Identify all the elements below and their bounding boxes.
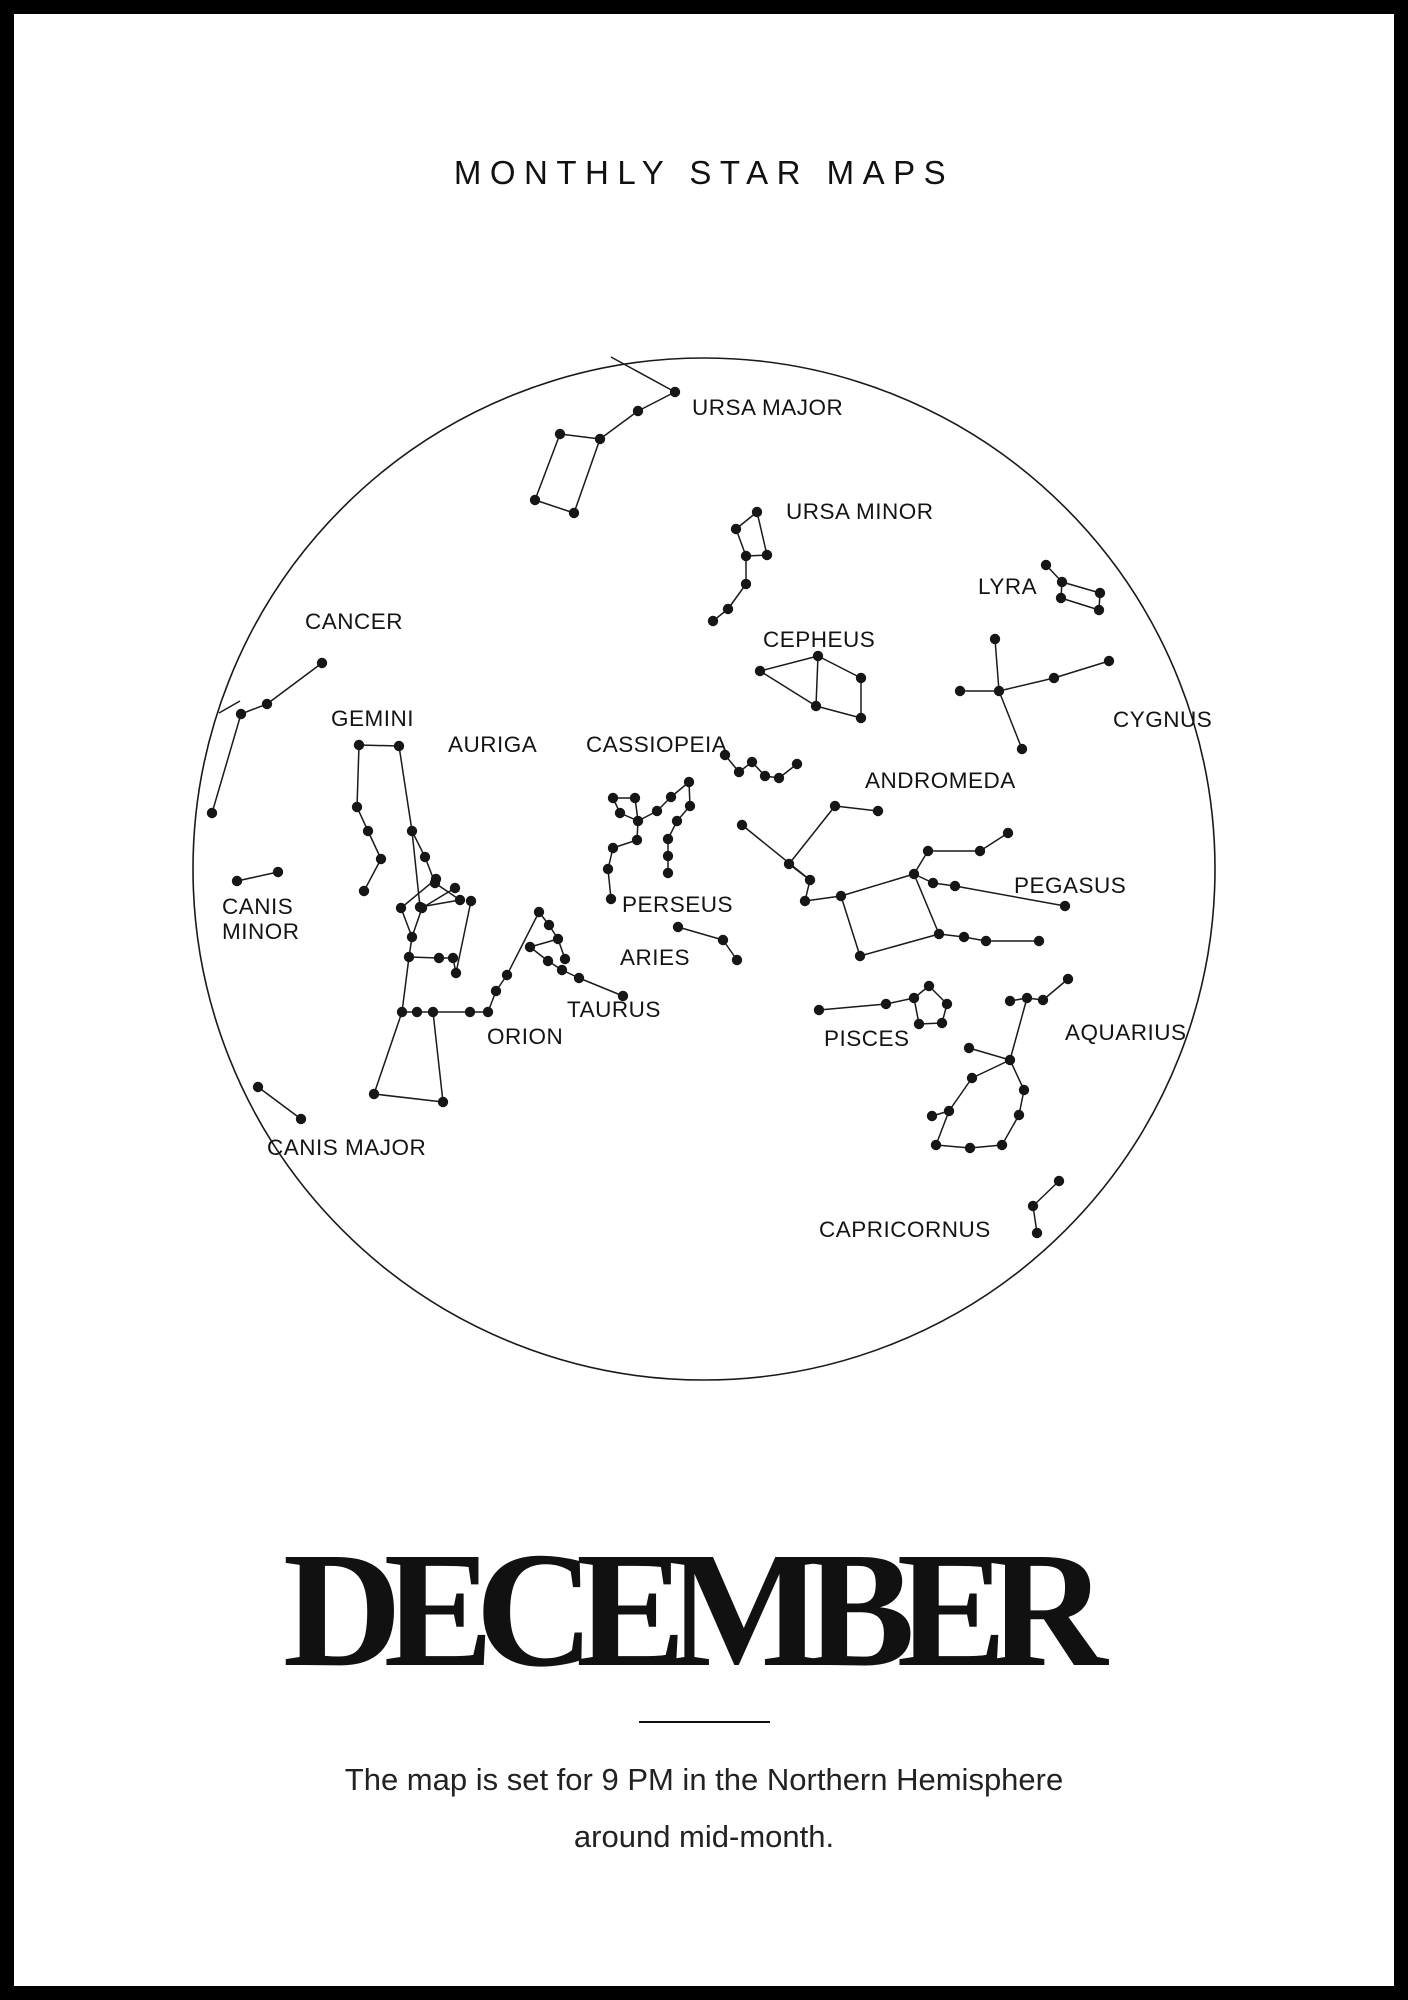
- svg-text:PEGASUS: PEGASUS: [1014, 873, 1126, 898]
- svg-text:TAURUS: TAURUS: [567, 997, 661, 1022]
- svg-text:PERSEUS: PERSEUS: [622, 892, 733, 917]
- svg-text:CASSIOPEIA: CASSIOPEIA: [586, 732, 727, 757]
- svg-text:URSA MINOR: URSA MINOR: [786, 499, 934, 524]
- svg-text:CANIS MAJOR: CANIS MAJOR: [267, 1135, 426, 1160]
- svg-text:URSA MAJOR: URSA MAJOR: [692, 395, 843, 420]
- svg-text:LYRA: LYRA: [978, 574, 1037, 599]
- svg-text:AURIGA: AURIGA: [448, 732, 537, 757]
- svg-text:ORION: ORION: [487, 1024, 563, 1049]
- svg-text:GEMINI: GEMINI: [331, 706, 414, 731]
- svg-text:MINOR: MINOR: [222, 919, 300, 944]
- svg-text:CAPRICORNUS: CAPRICORNUS: [819, 1217, 991, 1242]
- svg-text:AQUARIUS: AQUARIUS: [1065, 1020, 1187, 1045]
- svg-text:CANCER: CANCER: [305, 609, 403, 634]
- svg-text:ARIES: ARIES: [620, 945, 690, 970]
- svg-text:ANDROMEDA: ANDROMEDA: [865, 768, 1016, 793]
- svg-text:CEPHEUS: CEPHEUS: [763, 627, 875, 652]
- svg-text:CYGNUS: CYGNUS: [1113, 707, 1212, 732]
- svg-text:PISCES: PISCES: [824, 1026, 910, 1051]
- svg-text:CANIS: CANIS: [222, 894, 293, 919]
